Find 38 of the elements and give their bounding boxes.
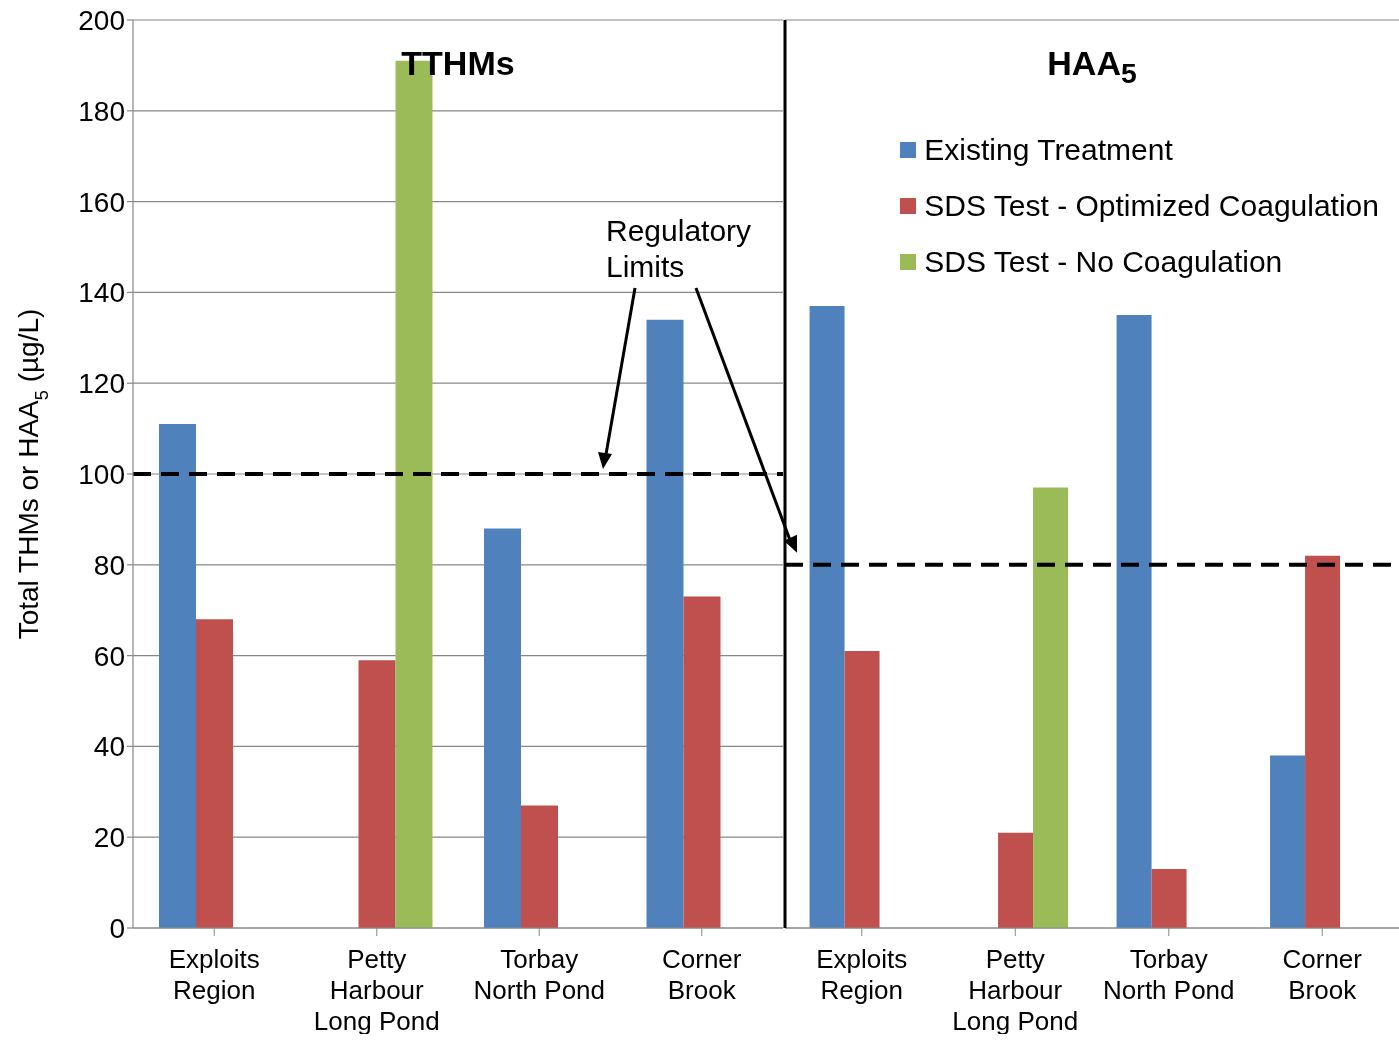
bar [998,832,1034,928]
x-tick-label: Exploits Region [168,944,260,1005]
legend-label: Existing Treatment [924,133,1173,167]
bar [1305,555,1341,928]
bar [844,651,880,928]
x-tick-label: Torbay North Pond [473,944,606,1005]
bar [646,319,684,928]
y-tick-label: 40 [93,731,125,763]
legend-label: SDS Test - Optimized Coagulation [924,189,1379,223]
annotation: Regulatory Limits [606,213,776,285]
y-tick-label: 140 [78,277,125,309]
x-tick-label: Exploits Region [816,944,908,1005]
y-tick-label: 180 [78,95,125,127]
x-tick-label: Torbay North Pond [1102,944,1235,1005]
y-tick-label: 200 [78,4,125,36]
bar [1116,315,1152,928]
y-tick-label: 100 [78,458,125,490]
bar [1033,487,1069,928]
y-tick-label: 60 [93,640,125,672]
y-tick-label: 20 [93,822,125,854]
bar [521,805,558,928]
bar [358,660,396,928]
bar [484,528,521,928]
bar [196,619,233,928]
bar [1270,755,1306,928]
legend-label: SDS Test - No Coagulation [924,245,1283,279]
y-tick-label: 160 [78,186,125,218]
bar [683,596,721,928]
bar [809,306,845,928]
x-tick-label: Corner Brook [1282,944,1363,1005]
y-tick-label: 80 [93,549,125,581]
text: HAA$_{5}$ [1046,44,1138,90]
bar [159,424,196,928]
text: TTHMs [400,44,516,83]
bar [1151,868,1187,928]
x-tick-label: Corner Brook [662,944,742,1005]
y-tick-label: 120 [78,368,125,400]
y-tick-label: 0 [109,912,125,944]
